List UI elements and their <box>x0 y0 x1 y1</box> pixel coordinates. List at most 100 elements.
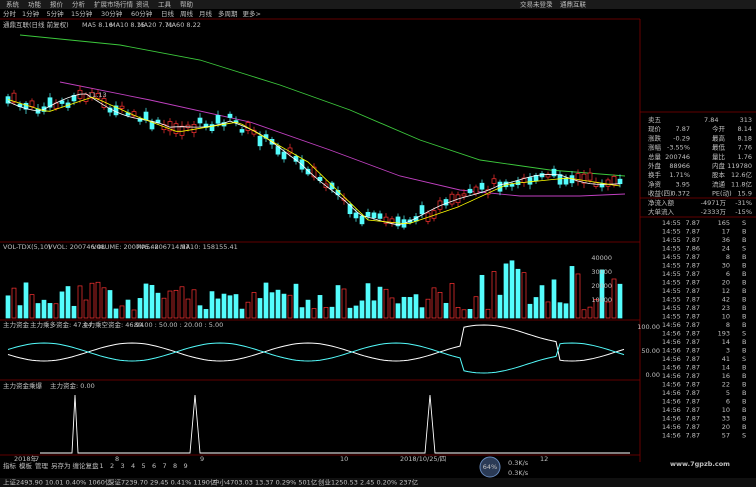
tick-cell: 7.87 <box>686 313 700 321</box>
period-tab[interactable]: 60分钟 <box>131 9 153 18</box>
tick-cell: S <box>742 330 746 338</box>
period-tab[interactable]: 30分钟 <box>101 9 123 18</box>
tick-cell: 14:56 <box>662 364 681 372</box>
tick-cell: B <box>742 279 746 287</box>
tick-cell: 20 <box>722 279 730 287</box>
panel-title: VOL-TDX(5,10) <box>3 243 51 251</box>
candle-body <box>119 105 125 109</box>
bottom-tab[interactable]: 5 <box>142 462 146 470</box>
tick-cell: 14:56 <box>662 398 681 406</box>
tick-cell: 14:56 <box>662 389 681 397</box>
tick-cell: B <box>742 228 746 236</box>
candle-body <box>365 211 371 217</box>
menu-item[interactable]: 报价 <box>50 0 64 9</box>
volume-bar <box>47 303 53 319</box>
net-down: 0.3K/s <box>508 469 529 477</box>
volume-bar <box>371 300 377 319</box>
menu-item[interactable]: 资讯 <box>136 0 150 9</box>
candle-body <box>353 212 359 219</box>
stock-name: 通鼎互联 <box>560 0 587 9</box>
candle-body <box>599 183 605 188</box>
volume-bar <box>17 305 23 319</box>
tick-cell: B <box>742 398 746 406</box>
tick-cell: 14:56 <box>662 355 681 363</box>
flow-cell: 净流入额 <box>648 198 675 207</box>
bottom-tab[interactable]: 模板 <box>19 461 33 470</box>
volume-bar <box>185 298 191 319</box>
bottom-tab[interactable]: 1 <box>100 462 104 470</box>
candle-body <box>23 102 29 110</box>
period-tab[interactable]: 月线 <box>199 9 213 18</box>
candle-body <box>47 97 53 108</box>
bottom-tab[interactable]: 另存为 <box>51 461 71 470</box>
bottom-tab[interactable]: 6 <box>152 462 156 470</box>
tick-cell: 14:56 <box>662 406 681 414</box>
volume-bar <box>509 260 515 319</box>
period-tab[interactable]: 分时 <box>3 9 17 18</box>
tick-cell: 24 <box>722 245 730 253</box>
menu-item[interactable]: 工具 <box>158 1 172 9</box>
volume-bar <box>437 291 443 319</box>
ma20-line <box>59 81 626 197</box>
tick-cell: 14:55 <box>662 253 681 261</box>
fund-long-line <box>7 324 625 362</box>
tick-cell: 30 <box>722 262 730 270</box>
period-tab[interactable]: 5分钟 <box>47 9 65 18</box>
period-tab[interactable]: 周线 <box>180 9 194 18</box>
menu-item[interactable]: 扩展市场行情 <box>94 0 134 9</box>
candle-body <box>143 111 149 121</box>
bottom-tab[interactable]: 3 <box>121 462 125 470</box>
indicator-value: MA5: 206714.97 <box>136 243 190 251</box>
candle-body <box>239 129 245 133</box>
volume-bar <box>431 287 437 319</box>
volume-bar <box>173 289 179 319</box>
candle-body <box>329 182 335 190</box>
menu-item[interactable]: 帮助 <box>180 0 194 9</box>
volume-bar <box>281 293 287 319</box>
menu-item[interactable]: 系统 <box>6 0 20 9</box>
volume-bar <box>617 283 623 319</box>
volume-bar <box>23 282 29 319</box>
tick-cell: 6 <box>726 270 730 278</box>
candle-body <box>605 179 611 187</box>
flow-cell: -15% <box>735 208 752 216</box>
bottom-tab[interactable]: 7 <box>163 462 167 470</box>
bottom-tab[interactable]: 9 <box>184 462 188 470</box>
tick-cell: 22 <box>722 381 730 389</box>
candle-body <box>59 100 65 104</box>
period-tab[interactable]: 多周期 <box>218 9 238 18</box>
tick-cell: B <box>742 296 746 304</box>
volume-bar <box>527 303 533 319</box>
menu-item[interactable]: 功能 <box>28 0 42 9</box>
ma10-line <box>7 96 621 225</box>
tick-cell: 7.87 <box>686 355 700 363</box>
bottom-tab[interactable]: 缠论复盘 <box>73 461 100 470</box>
period-tab[interactable]: 更多> <box>243 9 261 18</box>
tick-cell: 7.87 <box>686 304 700 312</box>
bottom-tab[interactable]: 8 <box>173 462 177 470</box>
bottom-tab[interactable]: 管理 <box>35 461 49 470</box>
period-tab[interactable]: 1分钟 <box>22 9 40 18</box>
menu-item[interactable]: 分析 <box>72 0 86 9</box>
tick-cell: 165 <box>718 219 730 227</box>
period-tab[interactable]: 15分钟 <box>71 9 93 18</box>
candle-body <box>227 113 233 118</box>
volume-bar <box>191 289 197 319</box>
volume-bar <box>239 308 245 319</box>
candle-body <box>371 212 377 219</box>
date-label: 9 <box>200 455 204 463</box>
ma-label: MA5 8.16 <box>82 21 113 29</box>
bottom-tab[interactable]: 4 <box>131 462 135 470</box>
tick-cell: 14:55 <box>662 313 681 321</box>
bottom-tab[interactable]: 指标 <box>3 461 17 470</box>
bottom-tab[interactable]: 2 <box>110 462 114 470</box>
tick-cell: B <box>742 415 746 423</box>
volume-bar <box>299 307 305 319</box>
indicator-value: 主力乘空资金: 46.94 <box>82 320 144 329</box>
tick-cell: 33 <box>722 415 730 423</box>
tick-cell: 6 <box>726 398 730 406</box>
volume-bar <box>83 299 89 319</box>
tick-cell: 16 <box>722 372 730 380</box>
indicator-value: VOLUME: 200746.48 <box>92 243 159 251</box>
period-tab[interactable]: 日线 <box>161 9 175 18</box>
